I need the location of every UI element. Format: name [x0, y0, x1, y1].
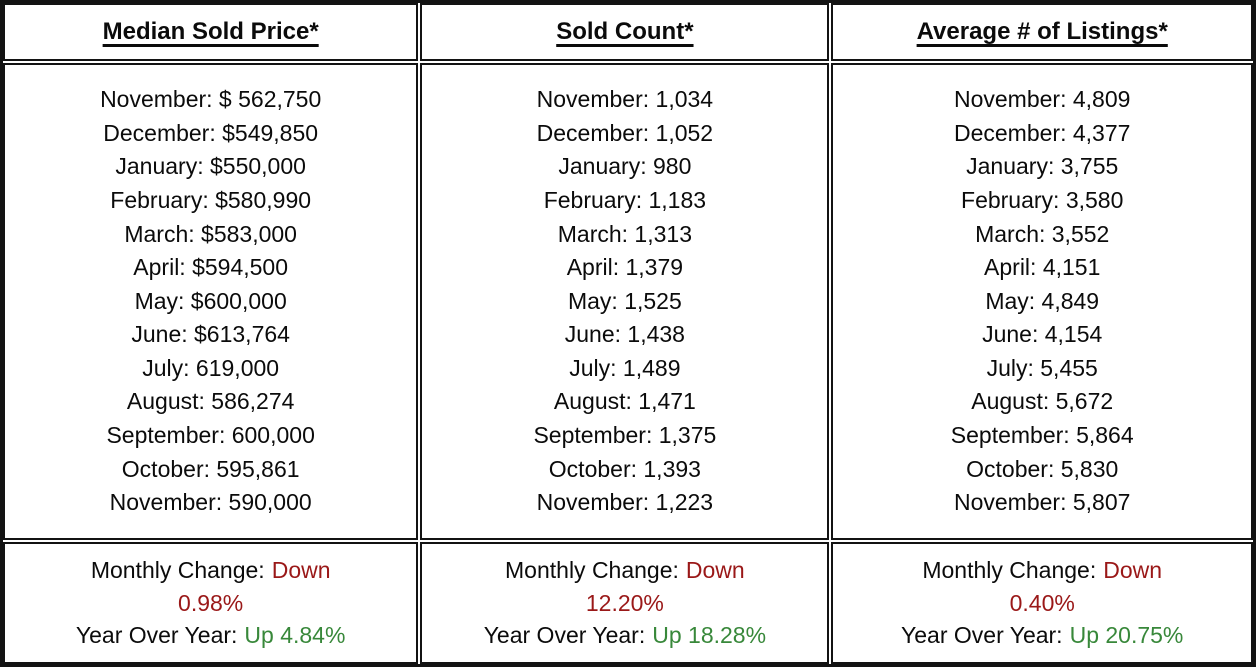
median-sold-price-header-cell: Median Sold Price*: [3, 3, 419, 61]
monthly-change-direction: Down: [1103, 557, 1163, 584]
stat-line: March: $583,000: [124, 220, 297, 247]
stat-line: September: 5,864: [950, 422, 1134, 449]
year-over-year-change: Up 18.28%: [652, 622, 767, 649]
stat-line: December: 4,377: [953, 119, 1131, 146]
sold-count-header-cell: Sold Count*: [420, 3, 830, 61]
monthly-change-label: Monthly Change:: [90, 557, 265, 584]
monthly-change-value: 0.98%: [178, 589, 244, 616]
stat-line: October: 1,393: [548, 455, 701, 482]
stat-line: October: 595,861: [121, 455, 300, 482]
stat-line: June: $613,764: [131, 321, 290, 348]
stat-line: January: $550,000: [115, 153, 306, 180]
median-sold-price-title: Median Sold Price*: [102, 18, 319, 45]
stat-line: February: 1,183: [543, 186, 707, 213]
stat-line: February: $580,990: [110, 186, 312, 213]
stat-line: January: 3,755: [966, 153, 1119, 180]
monthly-change-direction: Down: [685, 557, 745, 584]
stat-line: July: 619,000: [142, 354, 280, 381]
stat-line: October: 5,830: [966, 455, 1119, 482]
stat-line: April: 4,151: [984, 254, 1101, 281]
stat-line: March: 3,552: [975, 220, 1110, 247]
stat-line: November: 590,000: [109, 489, 312, 516]
stat-line: November: 4,809: [953, 86, 1131, 113]
stat-line: November: $ 562,750: [100, 86, 322, 113]
stat-line: December: 1,052: [536, 119, 714, 146]
stat-line: December: $549,850: [103, 119, 319, 146]
average-listings-summary: Monthly Change: Down 0.40% Year Over Yea…: [831, 542, 1253, 664]
stat-line: November: 1,034: [536, 86, 714, 113]
year-over-year-label: Year Over Year:: [901, 622, 1063, 649]
stat-line: May: $600,000: [134, 287, 287, 314]
monthly-change-value: 0.40%: [1009, 589, 1075, 616]
year-over-year-label: Year Over Year:: [75, 622, 238, 649]
monthly-change-label: Monthly Change:: [505, 557, 679, 584]
stat-line: September: 1,375: [533, 422, 717, 449]
median-sold-price-values: November: $ 562,750 December: $549,850 Jan…: [3, 63, 419, 540]
stat-line: February: 3,580: [961, 186, 1124, 213]
stat-line: July: 1,489: [569, 354, 681, 381]
year-over-year-change: Up 4.84%: [244, 622, 346, 649]
stat-line: March: 1,313: [557, 220, 692, 247]
stat-line: April: $594,500: [133, 254, 289, 281]
year-over-year-label: Year Over Year:: [483, 622, 646, 649]
stat-line: November: 1,223: [536, 489, 714, 516]
monthly-change-direction: Down: [271, 557, 331, 584]
stat-line: June: 4,154: [982, 321, 1103, 348]
average-listings-values: November: 4,809 December: 4,377 January: 3…: [831, 63, 1253, 540]
stat-line: November: 5,807: [953, 489, 1131, 516]
stat-line: January: 980: [558, 153, 692, 180]
stat-line: September: 600,000: [106, 422, 315, 449]
sold-count-summary: Monthly Change: Down 12.20% Year Over Ye…: [420, 542, 830, 664]
sold-count-values: November: 1,034 December: 1,052 January: 9…: [420, 63, 830, 540]
stat-line: August: 1,471: [553, 388, 696, 415]
stat-line: June: 1,438: [564, 321, 685, 348]
year-over-year-change: Up 20.75%: [1069, 622, 1184, 649]
monthly-change-value: 12.20%: [585, 589, 664, 616]
median-sold-price-summary: Monthly Change: Down 0.98% Year Over Yea…: [3, 542, 419, 664]
average-listings-header-cell: Average # of Listings*: [831, 3, 1253, 61]
stat-line: May: 4,849: [985, 287, 1100, 314]
average-listings-title: Average # of Listings*: [916, 18, 1168, 45]
stat-line: May: 1,525: [567, 287, 682, 314]
stat-line: August: 5,672: [971, 388, 1114, 415]
monthly-change-label: Monthly Change:: [922, 557, 1097, 584]
sold-count-title: Sold Count*: [556, 18, 694, 45]
stat-line: August: 586,274: [126, 388, 295, 415]
stat-line: July: 5,455: [986, 354, 1098, 381]
stat-line: April: 1,379: [566, 254, 684, 281]
